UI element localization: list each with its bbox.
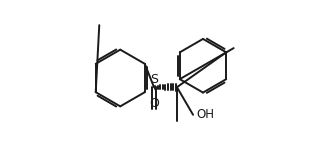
Text: O: O	[149, 97, 159, 110]
Text: S: S	[150, 73, 158, 86]
Text: OH: OH	[196, 108, 214, 121]
